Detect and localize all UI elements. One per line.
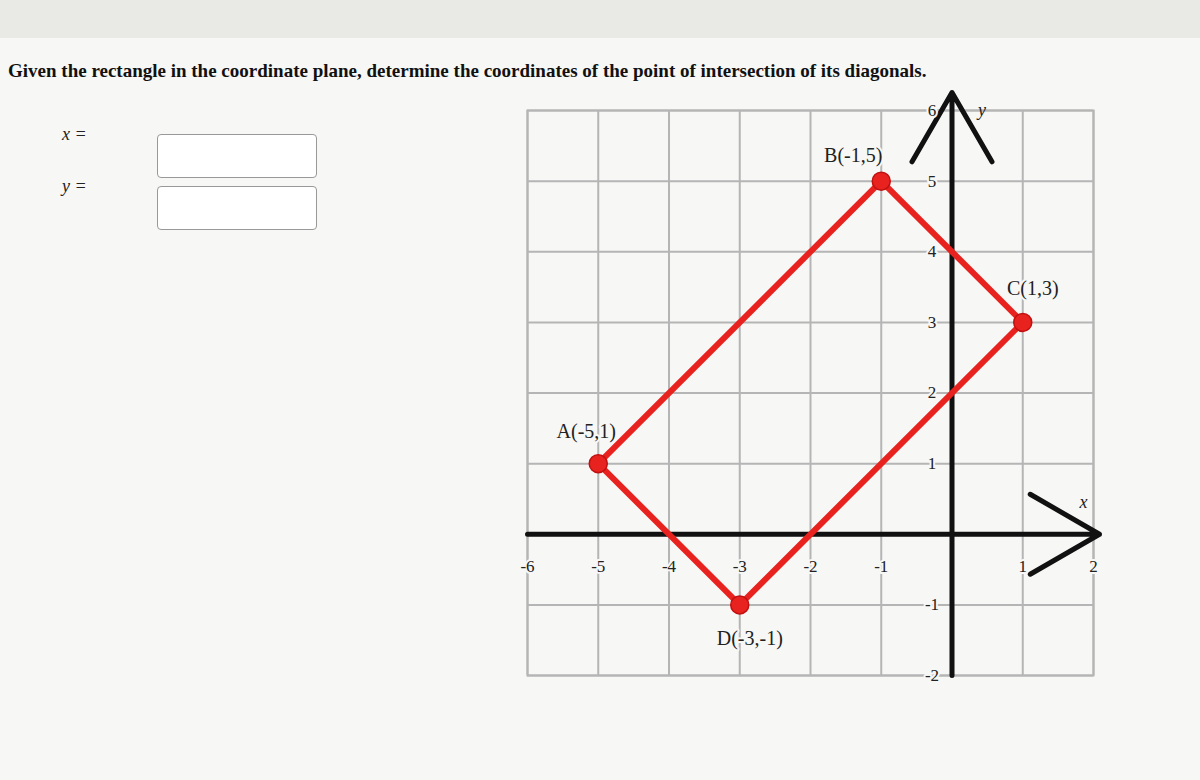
- svg-text:y: y: [976, 100, 986, 120]
- html-text:x =: x =: [62, 124, 87, 144]
- svg-text:3: 3: [928, 313, 937, 332]
- svg-text:-4: -4: [662, 557, 677, 576]
- svg-text:2: 2: [1089, 557, 1098, 576]
- svg-text:-2: -2: [925, 666, 939, 685]
- html-text:Given the rectangle in the coo: Given the rectangle in the coordinate pl…: [8, 60, 927, 81]
- svg-text:-1: -1: [874, 557, 888, 576]
- html-text:y =: y =: [62, 176, 87, 196]
- svg-text:-1: -1: [925, 595, 939, 614]
- svg-text:1: 1: [928, 454, 937, 473]
- svg-text:-2: -2: [803, 557, 817, 576]
- svg-text:-6: -6: [520, 557, 534, 576]
- svg-text:A(-5,1): A(-5,1): [557, 420, 616, 443]
- svg-text:5: 5: [928, 172, 937, 191]
- svg-text:C(1,3): C(1,3): [1007, 277, 1059, 300]
- svg-text:x: x: [1079, 492, 1088, 512]
- svg-text:B(-1,5): B(-1,5): [824, 144, 882, 167]
- svg-text:2: 2: [928, 383, 937, 402]
- svg-text:6: 6: [928, 101, 937, 120]
- svg-text:4: 4: [928, 242, 937, 261]
- svg-text:D(-3,-1): D(-3,-1): [717, 627, 783, 650]
- svg-text:1: 1: [1019, 557, 1028, 576]
- svg-text:-5: -5: [591, 557, 605, 576]
- svg-text:-3: -3: [733, 557, 747, 576]
